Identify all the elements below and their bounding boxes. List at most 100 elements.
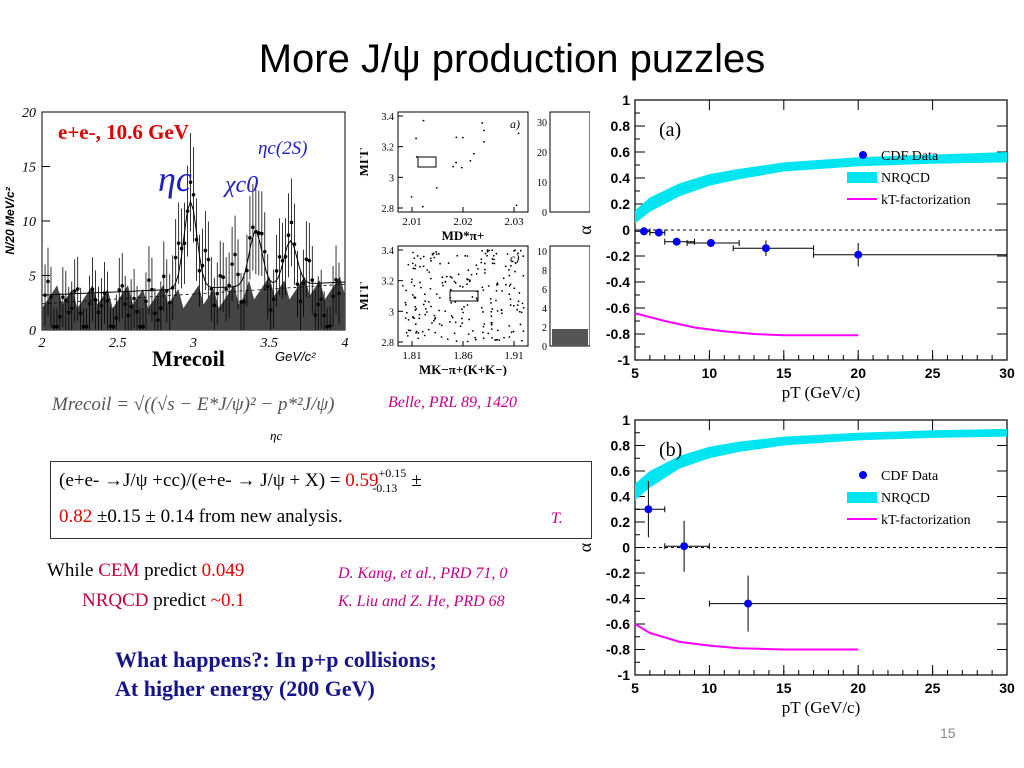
x-tick-label: 25	[925, 365, 941, 381]
scatter-point	[506, 253, 509, 255]
scatter-point	[422, 303, 425, 306]
hist-y-tick-label: 10	[22, 215, 36, 230]
scatter-point	[508, 268, 510, 271]
hist-x-tick-label: 3	[189, 336, 197, 351]
scatter-point	[521, 302, 524, 305]
hist-point	[304, 257, 309, 262]
scatter-x-tick-label: 1.91	[504, 350, 523, 362]
question-text: What happens?: In p+p collisions; At hig…	[115, 645, 437, 703]
hist-point	[221, 275, 225, 280]
scatter-point	[451, 316, 454, 319]
scatter-point	[449, 288, 452, 291]
scatter-point	[460, 166, 463, 169]
hist-point	[188, 180, 193, 184]
scatter-point	[433, 318, 436, 320]
side-c-tick-label: 2	[542, 323, 547, 334]
nrqcd-value: ~0.1	[210, 590, 245, 611]
scatter-y-label: MΓΓ	[360, 148, 371, 177]
scatter-point	[482, 311, 484, 313]
ratio-trailing: ±	[411, 470, 422, 491]
scatter-point	[417, 331, 420, 334]
scatter-point	[411, 278, 413, 281]
scatter-point	[468, 318, 471, 321]
ratio-err-up: +0.15	[378, 466, 407, 480]
scatter-point	[470, 273, 473, 276]
side-c-tick-label: 4	[542, 304, 547, 315]
scatter-point	[424, 300, 427, 303]
eta-c-label: ηc	[158, 159, 192, 199]
y-tick-label: -0.2	[606, 248, 630, 264]
scatter-point	[483, 323, 486, 325]
hist-point	[102, 291, 107, 295]
scatter-y-tick-label: 3.2	[382, 143, 395, 154]
ratio-err-down: -0.13	[372, 481, 398, 495]
x-tick-label: 5	[631, 680, 639, 696]
ratio-box: (e+e- →J/ψ +cc)/(e+e- → J/ψ + X) = 0.59+…	[50, 461, 592, 539]
scatter-point	[445, 275, 448, 278]
panel-tag: (b)	[659, 439, 682, 461]
polarization-chart-a: -1-0.8-0.6-0.4-0.200.20.40.60.815 10 15 20 2…	[575, 92, 1015, 402]
scatter-point	[487, 332, 490, 335]
scatter-point	[491, 262, 494, 265]
scatter-point	[511, 260, 514, 263]
scatter-point	[509, 283, 512, 286]
hist-point	[307, 258, 312, 263]
question-line-2: At higher energy (200 GeV)	[115, 676, 375, 701]
y-tick-label: -1	[618, 352, 631, 368]
hist-point	[334, 277, 338, 282]
hist-point	[319, 297, 323, 301]
side-c-tick-label: 0	[542, 342, 547, 353]
hist-point	[159, 306, 163, 311]
hist-point	[126, 313, 130, 318]
scatter-point	[483, 129, 485, 132]
hist-point	[93, 298, 98, 302]
hist-point	[230, 262, 234, 266]
belle-scatter-panels: a) 2.01 2.02 2.03 2.8 3 3.2 3.4 MD*π+ MΓΓ c) 1.81 1.…	[360, 111, 590, 376]
scatter-point	[468, 280, 471, 283]
scatter-point	[431, 253, 434, 256]
scatter-point	[490, 302, 492, 304]
scatter-point	[414, 309, 417, 312]
scatter-point	[431, 322, 433, 324]
scatter-point	[453, 280, 456, 283]
scatter-point	[519, 249, 522, 252]
hist-point	[61, 295, 65, 299]
cdf-data-point	[654, 228, 663, 237]
scatter-point	[414, 323, 417, 326]
scatter-point	[407, 263, 410, 266]
nrqcd-band	[635, 152, 1007, 224]
y-tick-label: -0.4	[606, 274, 630, 290]
scatter-point	[406, 335, 409, 337]
belle-xlabel: Mrecoil	[152, 346, 225, 371]
scatter-point	[449, 321, 451, 323]
y-tick-label: 0.2	[611, 196, 631, 212]
hist-point	[111, 324, 116, 329]
scatter-point	[461, 285, 464, 288]
scatter-point	[414, 296, 417, 299]
side-c-tick-label: 10	[537, 247, 547, 258]
scatter-point	[405, 331, 408, 334]
scatter-point	[466, 304, 469, 306]
y-tick-label: 0.8	[611, 118, 631, 134]
scatter-point	[495, 289, 498, 292]
hist-point	[156, 318, 160, 322]
scatter-y-tick-label: 3.4	[382, 246, 395, 257]
scatter-point	[475, 264, 478, 267]
scatter-point	[491, 308, 494, 310]
y-axis-label: α	[575, 225, 595, 235]
scatter-point	[492, 258, 495, 261]
hist-point	[75, 287, 80, 291]
hist-point	[123, 302, 128, 306]
y-tick-label: 0.6	[611, 144, 631, 160]
scatter-point	[414, 305, 417, 308]
scatter-point	[512, 304, 515, 307]
hist-point	[316, 302, 321, 307]
y-axis-label: α	[575, 542, 595, 552]
ratio-line-1: (e+e- →J/ψ +cc)/(e+e- → J/ψ + X) = 0.59+…	[59, 466, 422, 495]
scatter-point	[522, 330, 525, 333]
ratio-value: 0.59	[345, 470, 379, 491]
scatter-point	[439, 262, 441, 265]
hist-point	[135, 309, 139, 314]
scatter-point	[418, 317, 421, 320]
scatter-point	[427, 300, 430, 303]
